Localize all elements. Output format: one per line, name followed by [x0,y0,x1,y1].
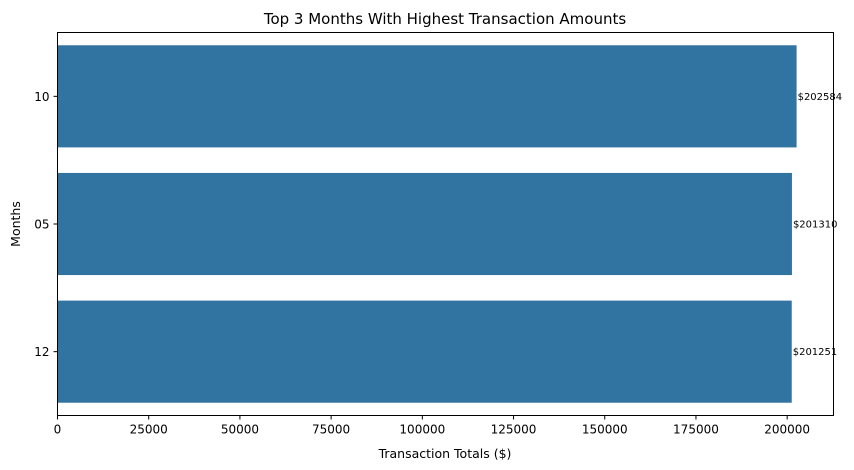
x-tick-label: 175000 [673,423,719,437]
x-tick-label: 50000 [221,423,259,437]
chart-title: Top 3 Months With Highest Transaction Am… [263,10,627,28]
x-tick-label: 75000 [312,423,350,437]
bar-month-10 [57,45,797,148]
y-tick-label: 12 [34,345,49,359]
x-axis: 0 25000 50000 75000 100000 125000 150000 175000… [54,415,810,437]
x-tick-label: 150000 [582,423,628,437]
y-axis-label: Months [8,201,23,247]
plot-area: $202584 $201310 $201251 [57,45,843,403]
data-label-month-05: $201310 [793,220,838,231]
bar-month-12 [57,300,792,403]
data-label-month-12: $201251 [793,347,838,358]
x-tick-label: 125000 [491,423,537,437]
y-axis: 10 05 12 [34,90,58,359]
x-axis-label: Transaction Totals ($) [378,446,512,461]
x-tick-label: 200000 [764,423,810,437]
y-tick-label: 05 [34,218,49,232]
x-tick-label: 0 [54,423,62,437]
y-tick-label: 10 [34,90,49,104]
bar-month-05 [57,172,792,276]
x-tick-label: 25000 [130,423,168,437]
data-label-month-10: $202584 [798,92,843,103]
x-tick-label: 100000 [399,423,445,437]
